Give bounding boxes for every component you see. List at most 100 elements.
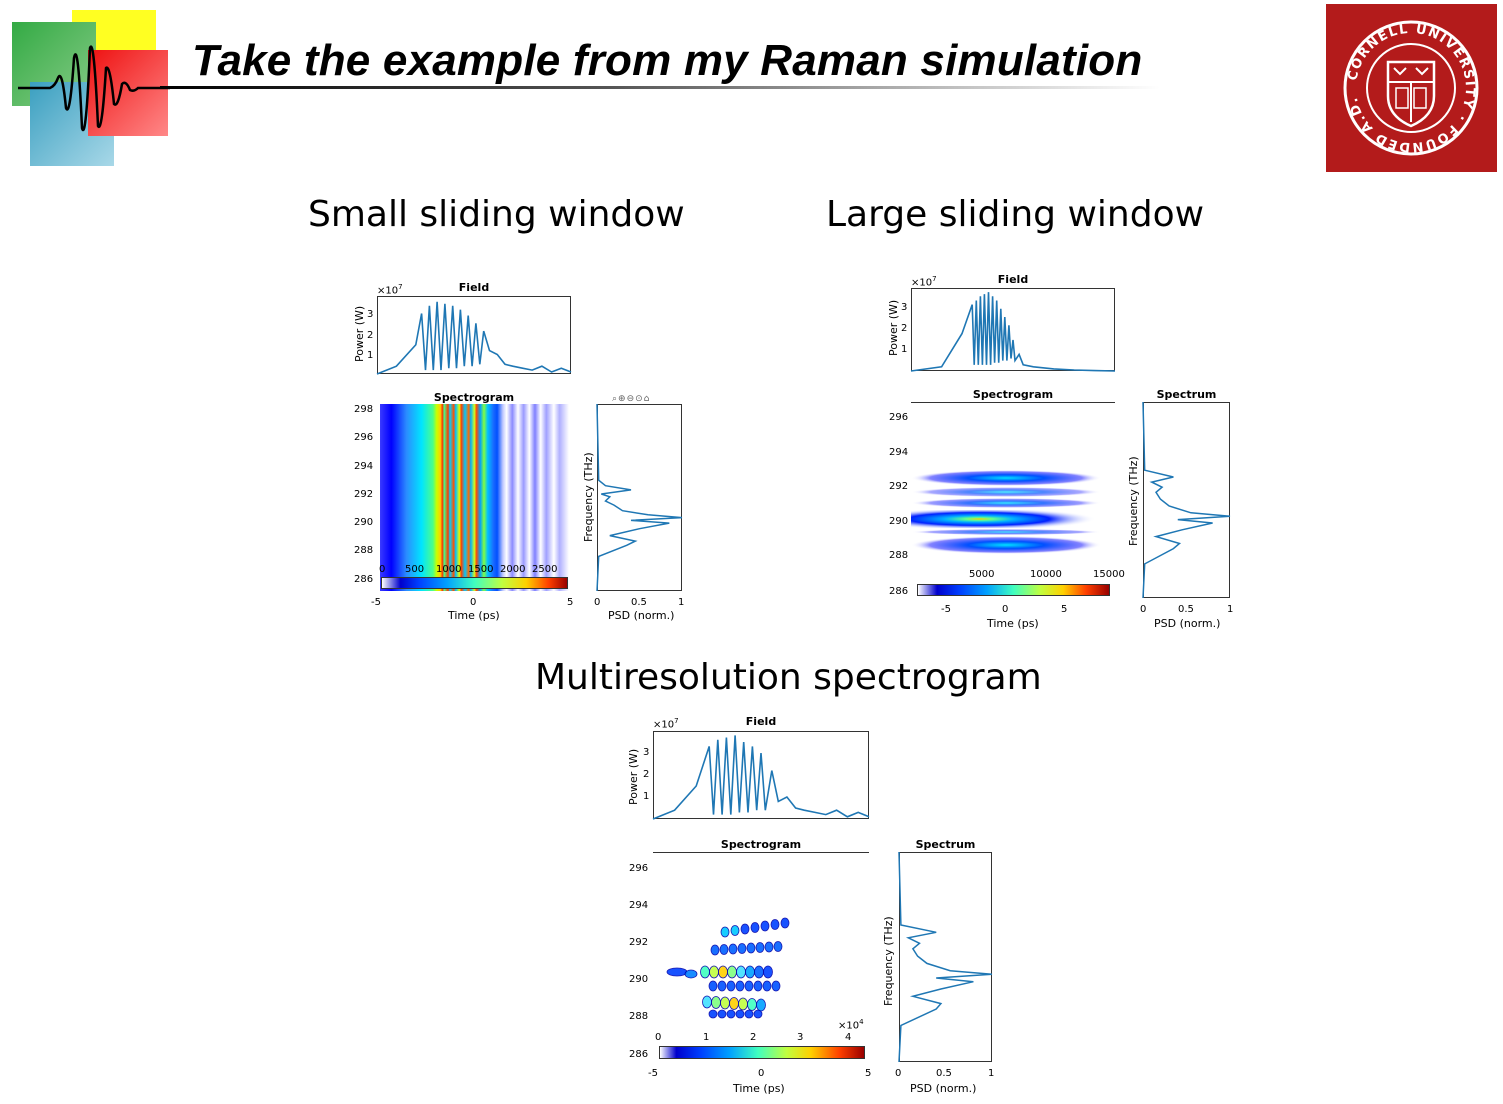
section-label-small: Small sliding window bbox=[308, 194, 685, 235]
small-field-plot bbox=[376, 301, 572, 375]
cornell-seal-icon: CORNELL UNIVERSITY · FOUNDED A.D. 1865 bbox=[1321, 0, 1479, 156]
spectrogram-blob bbox=[740, 923, 750, 935]
multi-field-ytick: 3 bbox=[643, 747, 650, 758]
small-psd-xtick: 0.5 bbox=[631, 597, 647, 608]
multi-spec-ytick: 294 bbox=[629, 900, 649, 911]
spectrogram-blob bbox=[735, 1009, 745, 1019]
small-spectrogram-title: Spectrogram bbox=[433, 391, 515, 404]
spectrogram-blob bbox=[771, 980, 781, 992]
large-field-ytick: 3 bbox=[901, 302, 908, 313]
title-underline bbox=[160, 86, 1160, 89]
multi-field-ytick: 1 bbox=[643, 791, 650, 802]
spectrogram-blob bbox=[709, 965, 719, 979]
small-cbar-tick: 2500 bbox=[532, 564, 558, 575]
spectrogram-blob bbox=[726, 1009, 736, 1019]
spectrogram-blob bbox=[735, 980, 745, 992]
power-trace bbox=[910, 292, 1116, 372]
band bbox=[911, 487, 1101, 497]
small-spectrum-plot bbox=[596, 403, 683, 592]
spectrogram-blob bbox=[753, 1009, 763, 1019]
spectrogram-blob bbox=[756, 998, 766, 1012]
multi-spectrum-ylabel: Frequency (THz) bbox=[882, 916, 895, 1006]
large-cbar-tick: 15000 bbox=[1093, 569, 1125, 580]
exp-base: ×10 bbox=[838, 1020, 860, 1032]
large-field-ytick: 2 bbox=[901, 323, 908, 334]
spectrogram-blob bbox=[717, 980, 727, 992]
small-figure-toolbar[interactable]: ⌕⊕⊖⊙⌂ bbox=[612, 394, 651, 404]
large-spec-xtick: 5 bbox=[1061, 604, 1068, 615]
small-spec-ytick: 298 bbox=[354, 404, 374, 415]
large-spectrogram-topline bbox=[911, 402, 1115, 403]
large-psd-xlabel: PSD (norm.) bbox=[1154, 617, 1221, 630]
psd-trace bbox=[596, 403, 683, 592]
spectrogram-blob bbox=[737, 943, 747, 954]
small-spec-xtick: 5 bbox=[567, 597, 574, 608]
multi-psd-xtick: 1 bbox=[988, 1068, 995, 1079]
multi-cbar-tick: 4 bbox=[845, 1032, 852, 1043]
band bbox=[911, 510, 1106, 528]
small-cbar-tick: 500 bbox=[405, 564, 425, 575]
spectrogram-blob bbox=[700, 965, 710, 979]
large-spec-ytick: 290 bbox=[889, 516, 909, 527]
small-spectrogram-image bbox=[380, 404, 569, 591]
multi-psd-xtick: 0 bbox=[895, 1068, 902, 1079]
small-spec-ytick: 292 bbox=[354, 489, 374, 500]
multi-cbar-exponent: ×104 bbox=[838, 1018, 864, 1031]
large-spectrogram-title: Spectrogram bbox=[972, 388, 1054, 401]
spectrogram-blob bbox=[738, 997, 748, 1011]
spectrogram-blob bbox=[744, 1009, 754, 1019]
large-spectrum-title: Spectrum bbox=[1156, 388, 1217, 401]
multi-spec-ytick: 296 bbox=[629, 863, 649, 874]
spectrogram-blob bbox=[666, 967, 688, 977]
large-spec-ytick: 292 bbox=[889, 481, 909, 492]
spectrogram-blob bbox=[702, 995, 712, 1009]
small-field-title: Field bbox=[458, 281, 490, 294]
section-label-multi: Multiresolution spectrogram bbox=[535, 657, 1042, 698]
band bbox=[911, 529, 1101, 535]
spectrogram-blob bbox=[744, 980, 754, 992]
multi-spec-xtick: 0 bbox=[758, 1068, 765, 1079]
spectrogram-blob bbox=[764, 941, 774, 953]
multi-cbar-tick: 3 bbox=[797, 1032, 804, 1043]
band bbox=[911, 536, 1101, 554]
small-psd-xlabel: PSD (norm.) bbox=[608, 609, 675, 622]
multi-spec-ytick: 292 bbox=[629, 937, 649, 948]
small-field-axes bbox=[377, 296, 571, 374]
large-spectrogram-image bbox=[911, 470, 1106, 554]
large-cbar-tick: 5000 bbox=[969, 569, 995, 580]
small-spectrum-axes bbox=[597, 404, 682, 591]
multi-spec-ytick: 290 bbox=[629, 974, 649, 985]
large-field-ytick: 1 bbox=[901, 344, 908, 355]
spectrogram-blob bbox=[710, 944, 720, 956]
spectrogram-blob bbox=[717, 1009, 727, 1019]
large-field-plot bbox=[910, 292, 1116, 372]
large-spectrum-ylabel: Frequency (THz) bbox=[1127, 456, 1140, 546]
spectrogram-blob bbox=[747, 998, 757, 1011]
multi-psd-xtick: 0.5 bbox=[936, 1068, 952, 1079]
multi-spec-ytick: 288 bbox=[629, 1011, 649, 1022]
large-psd-xtick: 1 bbox=[1227, 604, 1234, 615]
spectrogram-blob bbox=[718, 965, 728, 979]
multi-field-axes bbox=[653, 731, 869, 819]
psd-trace bbox=[1142, 401, 1231, 599]
small-psd-xtick: 0 bbox=[594, 597, 601, 608]
large-field-axes bbox=[911, 288, 1115, 371]
large-colorbar bbox=[917, 584, 1110, 596]
exp-base: ×10 bbox=[911, 277, 933, 289]
spectrogram-blob bbox=[754, 965, 764, 979]
small-spec-ytick: 290 bbox=[354, 517, 374, 528]
small-cbar-tick: 1000 bbox=[436, 564, 462, 575]
spectrogram-blob bbox=[728, 943, 738, 955]
multi-spec-xtick: 5 bbox=[865, 1068, 872, 1079]
spectrogram-blob bbox=[763, 965, 773, 979]
small-cbar-tick: 0 bbox=[379, 564, 386, 575]
large-spec-ytick: 288 bbox=[889, 550, 909, 561]
spectrogram-blob bbox=[708, 1009, 718, 1019]
spectrogram-blob bbox=[736, 965, 746, 979]
multi-spec-ytick: 286 bbox=[629, 1049, 649, 1060]
multi-spectrum-plot bbox=[898, 851, 993, 1063]
small-spec-xtick: 0 bbox=[470, 597, 477, 608]
psd-trace bbox=[898, 851, 993, 1063]
multi-field-title: Field bbox=[745, 715, 777, 728]
small-field-ytick: 3 bbox=[367, 309, 374, 320]
